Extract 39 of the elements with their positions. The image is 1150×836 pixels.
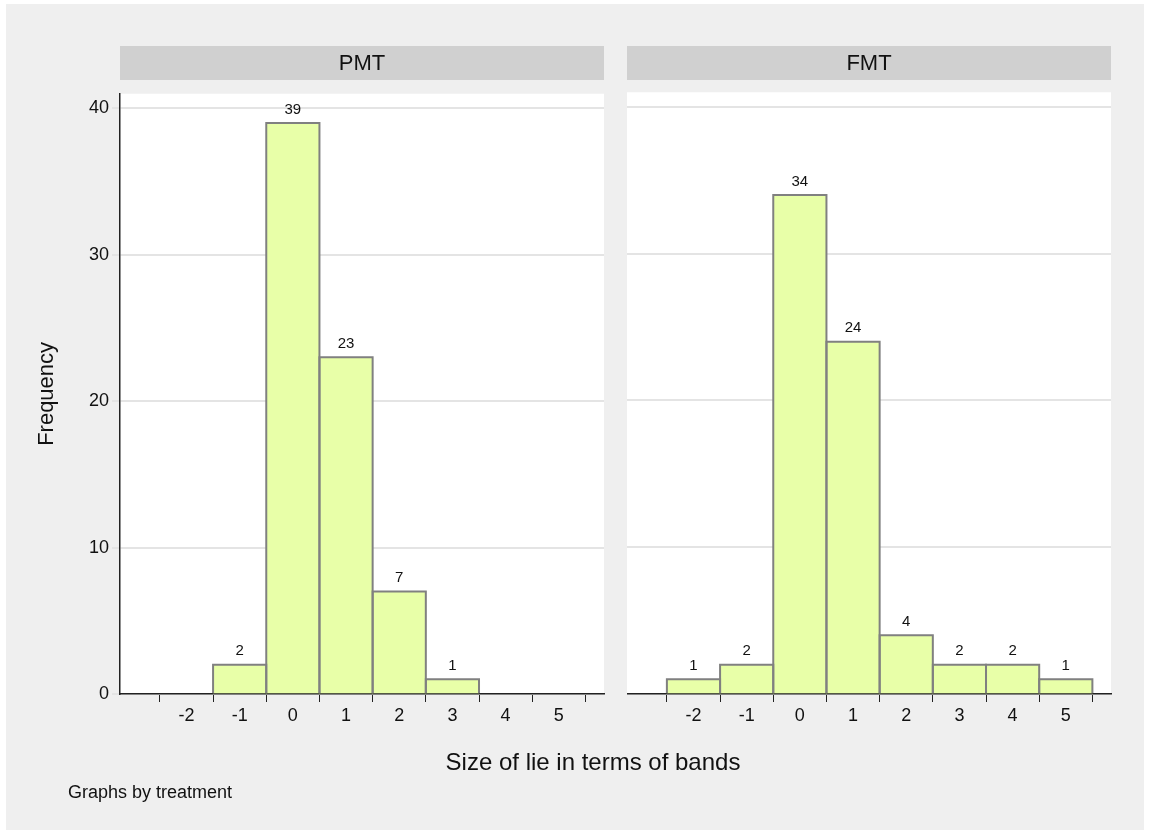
x-tick-label: -2	[685, 704, 702, 725]
chart-title: PMT	[120, 46, 604, 80]
x-tick-label: -1	[231, 704, 248, 725]
chart-title: FMT	[627, 46, 1111, 80]
data-label: 2	[742, 641, 751, 659]
data-label: 1	[1061, 655, 1070, 673]
data-label: 24	[844, 318, 862, 336]
x-tick-label: 5	[1060, 704, 1071, 725]
x-tick-label: 3	[954, 704, 965, 725]
y-tick-label: 10	[88, 536, 109, 557]
data-label: 2	[235, 641, 244, 659]
x-tick-label: 0	[287, 704, 298, 725]
text: Graphs by treatment	[68, 782, 233, 803]
data-label: 23	[337, 333, 355, 351]
x-tick-label: 2	[901, 704, 912, 725]
x-tick-label: -2	[178, 704, 195, 725]
data-label: 7	[395, 568, 404, 586]
data-label: 4	[902, 611, 911, 629]
data-label: 34	[791, 171, 809, 189]
y-tick-label: 40	[88, 97, 109, 118]
x-tick-label: 0	[794, 704, 805, 725]
data-label: 39	[284, 99, 302, 117]
data-label: 2	[1008, 641, 1017, 659]
data-label: 1	[448, 656, 457, 673]
x-tick-label: 1	[848, 704, 859, 725]
x-tick-label: 4	[500, 704, 511, 725]
y-axis-title: Frequency	[33, 341, 59, 446]
y-tick-label: 20	[88, 390, 109, 411]
data-label: 1	[689, 655, 698, 673]
x-tick-label: 5	[553, 704, 564, 725]
data-label: 2	[955, 641, 964, 659]
x-axis-title: Size of lie in terms of bands	[445, 748, 741, 776]
x-tick-label: 2	[394, 704, 405, 725]
x-tick-label: 1	[341, 704, 352, 725]
y-tick-label: 0	[98, 682, 109, 703]
x-tick-label: 3	[447, 704, 458, 725]
y-tick-label: 30	[88, 243, 109, 264]
x-tick-label: 4	[1007, 704, 1018, 725]
x-tick-label: -1	[738, 704, 755, 725]
